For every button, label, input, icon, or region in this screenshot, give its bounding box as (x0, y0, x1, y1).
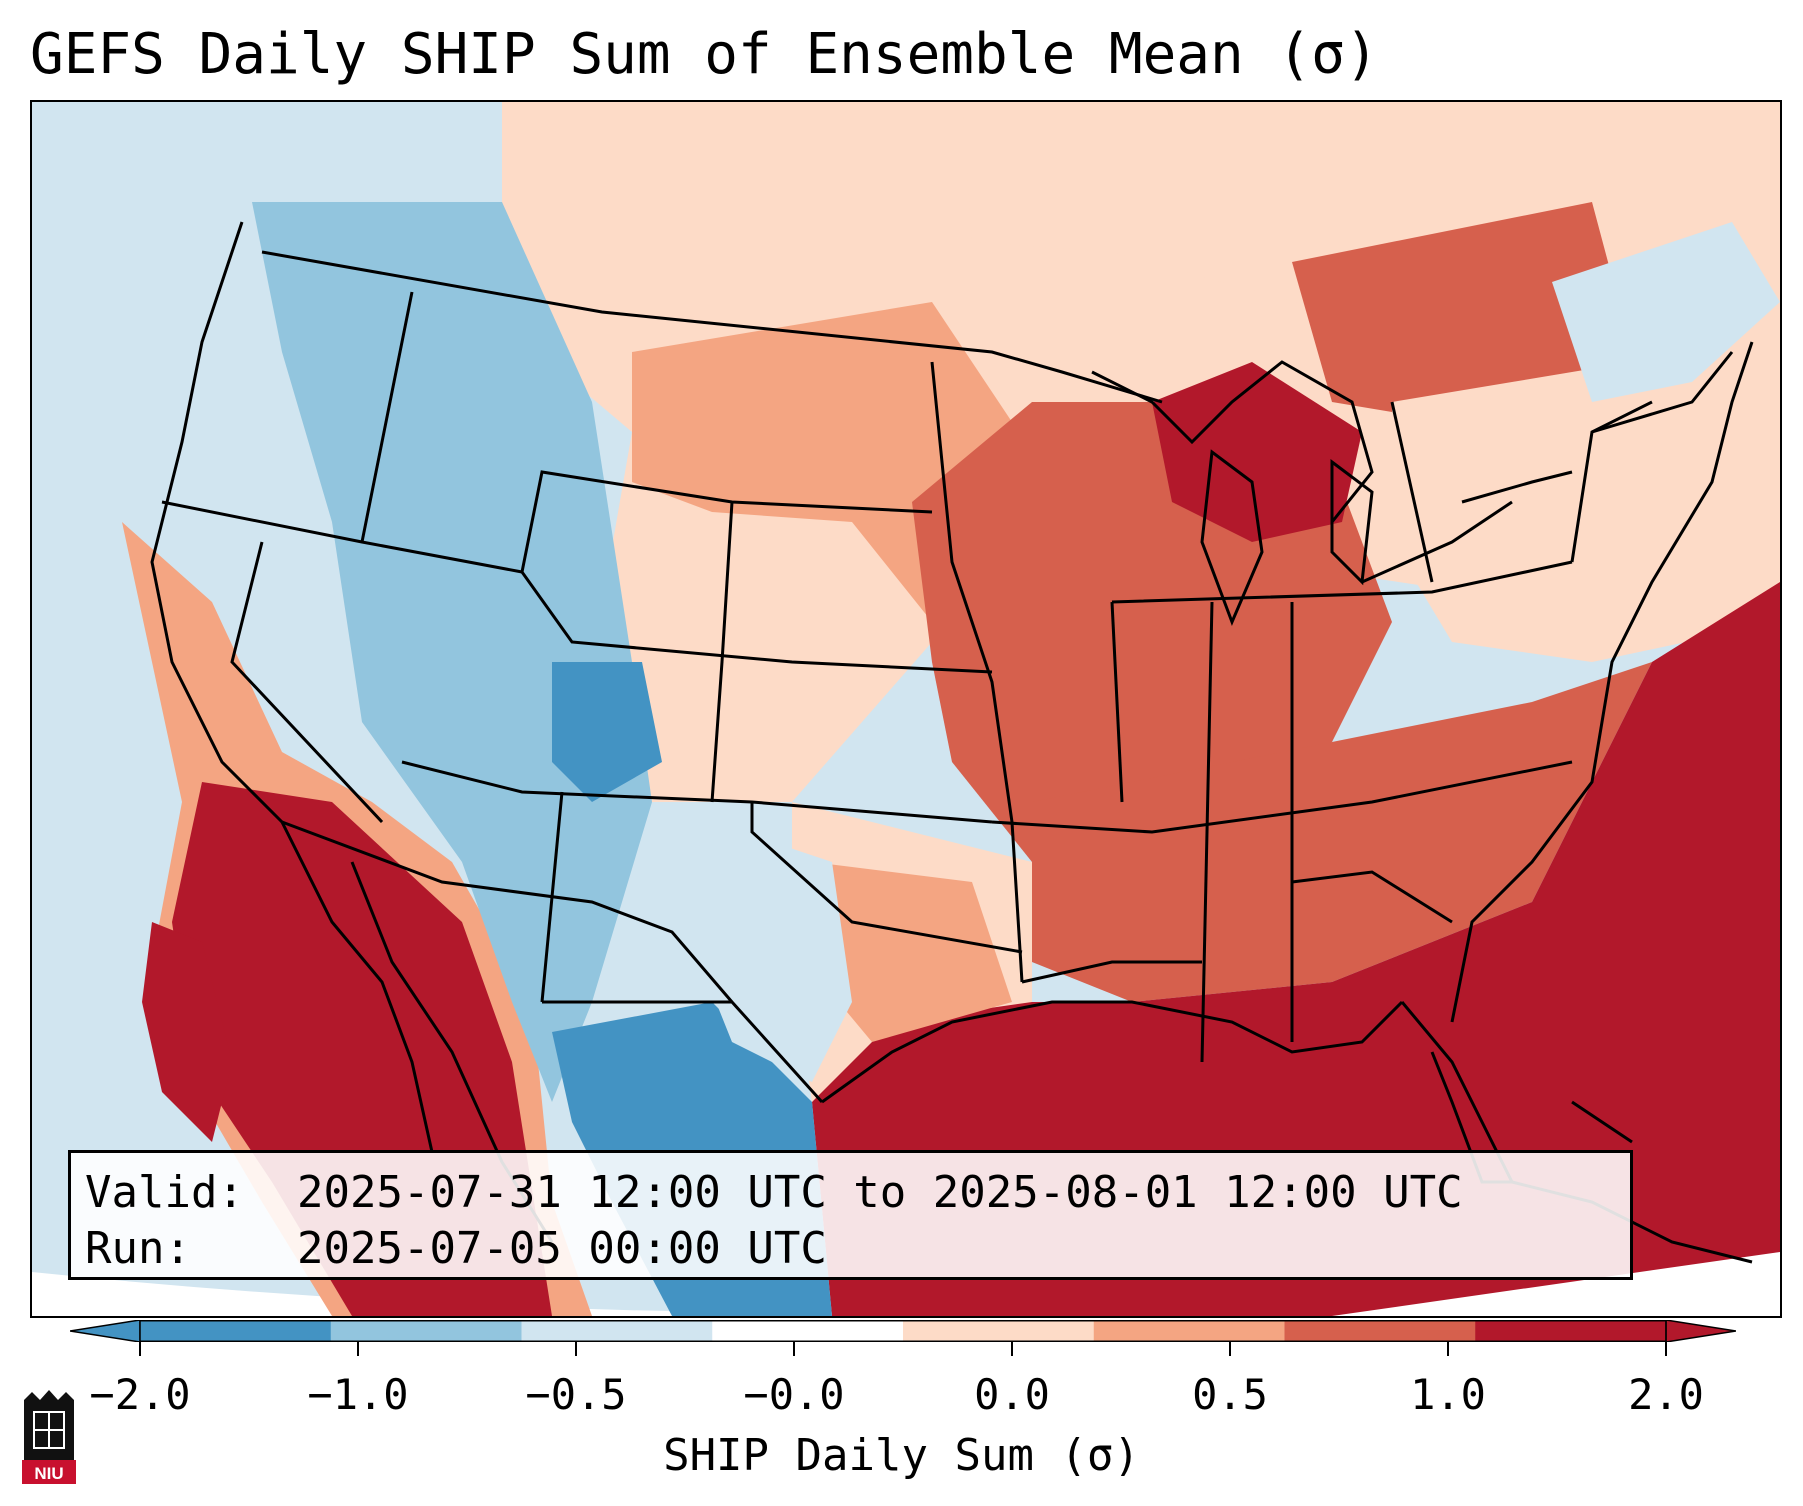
colorbar-tick (139, 1342, 141, 1356)
colorbar-segment (140, 1320, 332, 1342)
colorbar (70, 1320, 1736, 1342)
colorbar-tick-label: 0.5 (1192, 1370, 1268, 1419)
colorbar-tick (357, 1342, 359, 1356)
state-boundaries (150, 221, 1754, 1264)
run-row: Run: 2025-07-05 00:00 UTC (85, 1221, 1616, 1277)
colorbar-label: SHIP Daily Sum (σ) (663, 1430, 1140, 1481)
colorbar-tick-label: −2.0 (89, 1370, 191, 1419)
colorbar-segment (330, 1320, 522, 1342)
field-colorado-strong-cool (552, 662, 662, 802)
field-pacific-intense (142, 922, 232, 1142)
valid-row: Valid: 2025-07-31 12:00 UTC to 2025-08-01… (85, 1165, 1616, 1221)
colorbar-tick (575, 1342, 577, 1356)
field-southeast-strong (1032, 662, 1652, 1002)
colorbar-tick-label: −0.0 (743, 1370, 845, 1419)
valid-label: Valid: (85, 1167, 244, 1218)
colorbar-segment (903, 1320, 1095, 1342)
field-atlantic-intense (812, 582, 1780, 1316)
colorbar-tick (1011, 1342, 1013, 1356)
page-title: GEFS Daily SHIP Sum of Ensemble Mean (σ) (30, 22, 1379, 87)
colorbar-tick (1229, 1342, 1231, 1356)
colorbar-segment (1475, 1320, 1667, 1342)
colorbar-extend-high (1665, 1320, 1736, 1342)
colorbar-extend-low (70, 1320, 141, 1342)
colorbar-segment (1093, 1320, 1285, 1342)
logo-text: NIU (34, 1464, 63, 1483)
field-northeast (1392, 342, 1780, 662)
field-intense-greatlakes (1152, 362, 1362, 542)
colorbar-tick-label: −1.0 (307, 1370, 409, 1419)
colorbar-tick-label: −0.5 (525, 1370, 627, 1419)
colorbar-segment (712, 1320, 904, 1342)
colorbar-tick (793, 1342, 795, 1356)
field-rockies-cool (252, 202, 652, 1102)
run-value: 2025-07-05 00:00 UTC (297, 1223, 827, 1274)
colorbar-tick (1447, 1342, 1449, 1356)
colorbar-tick-label: 1.0 (1410, 1370, 1486, 1419)
field-strong-canada (1292, 202, 1632, 432)
colorbar-tick-label: 0.0 (974, 1370, 1050, 1419)
colorbar-segment (521, 1320, 713, 1342)
valid-value: 2025-07-31 12:00 UTC to 2025-08-01 12:00… (297, 1167, 1463, 1218)
colorbar-segment (1284, 1320, 1476, 1342)
map-panel: Valid: 2025-07-31 12:00 UTC to 2025-08-01… (30, 100, 1782, 1318)
info-box: Valid: 2025-07-31 12:00 UTC to 2025-08-01… (68, 1150, 1633, 1280)
field-northeast-blue (1552, 222, 1780, 402)
colorbar-outline (139, 1320, 1667, 1342)
field-southplains-moderate (812, 862, 1012, 1042)
niu-logo: NIU (22, 1390, 76, 1484)
run-label: Run: (85, 1223, 191, 1274)
logo-banner (22, 1460, 76, 1484)
colorbar-tick (1665, 1342, 1667, 1356)
colorbar-tick-label: 2.0 (1628, 1370, 1704, 1419)
map-canvas (32, 102, 1780, 1316)
